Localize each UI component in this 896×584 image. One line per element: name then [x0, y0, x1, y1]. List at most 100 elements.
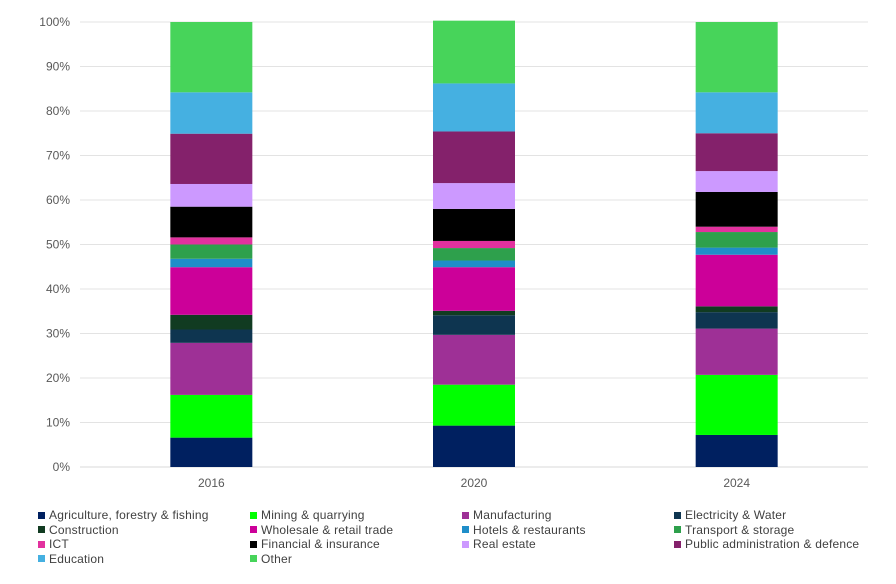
bar-segment	[170, 437, 253, 467]
legend-item: Transport & storage	[674, 523, 888, 538]
legend-swatch	[250, 555, 257, 563]
bar-segment	[695, 226, 778, 233]
y-tick-label: 60%	[46, 193, 70, 207]
bar-segment	[433, 310, 515, 316]
legend-label: Construction	[49, 522, 119, 537]
legend-label: Agriculture, forestry & fishing	[49, 508, 209, 522]
y-tick-label: 10%	[46, 416, 70, 430]
bar-segment	[433, 240, 515, 249]
bar-segment	[695, 92, 778, 134]
bar-segment	[433, 131, 515, 184]
bar-segment	[433, 315, 515, 335]
legend-label: Manufacturing	[473, 508, 552, 522]
bar-segment	[170, 244, 253, 259]
legend-label: Hotels & restaurants	[473, 522, 586, 537]
y-tick-label: 50%	[46, 238, 70, 252]
bar-segment	[695, 434, 778, 467]
legend-item: Real estate	[462, 537, 674, 552]
legend-swatch	[38, 511, 45, 519]
legend-item: Education	[38, 552, 250, 567]
x-axis-ticks: 2016 2020 2024	[198, 476, 750, 490]
legend-swatch	[38, 540, 45, 548]
bar-segment	[433, 384, 515, 426]
bar-segment	[433, 425, 515, 467]
bar-segment	[695, 191, 778, 227]
bar-segment	[170, 183, 253, 207]
legend-swatch	[250, 511, 257, 519]
legend-swatch	[250, 526, 257, 534]
legend-swatch	[462, 526, 469, 534]
y-tick-label: 70%	[46, 149, 70, 163]
legend-swatch	[250, 540, 257, 548]
y-tick-label: 0%	[53, 460, 71, 474]
y-tick-label: 90%	[46, 60, 70, 74]
bar-segment	[433, 260, 515, 268]
y-axis-ticks: 0% 10% 20% 30% 40% 50% 60% 70% 80% 90% 100%	[39, 15, 70, 474]
bar-segment	[695, 254, 778, 307]
legend-label: Real estate	[473, 537, 536, 551]
y-tick-label: 100%	[39, 15, 70, 29]
legend-swatch	[674, 526, 681, 534]
legend-swatch	[38, 526, 45, 534]
legend-swatch	[38, 555, 45, 563]
legend-item: Manufacturing	[462, 508, 674, 523]
y-tick-label: 20%	[46, 371, 70, 385]
bar-segment	[695, 22, 778, 93]
legend: Agriculture, forestry & fishing Mining & …	[38, 508, 888, 566]
bar-segment	[170, 206, 253, 238]
bar-segment	[433, 83, 515, 132]
bar-segment	[695, 133, 778, 172]
bar-segment	[170, 258, 253, 268]
bar-segment	[170, 342, 253, 395]
x-tick-label: 2024	[723, 476, 750, 490]
bars	[170, 20, 778, 467]
legend-item: Construction	[38, 523, 250, 538]
legend-swatch	[674, 540, 681, 548]
bar-segment	[170, 267, 253, 315]
bar-segment	[433, 20, 515, 84]
bar-segment	[433, 208, 515, 241]
y-tick-label: 30%	[46, 327, 70, 341]
legend-item: Other	[250, 552, 462, 567]
bar-segment	[695, 171, 778, 192]
legend-label: Other	[261, 551, 293, 566]
legend-item: ICT	[38, 537, 250, 552]
legend-item: Hotels & restaurants	[462, 523, 674, 538]
bar-segment	[433, 334, 515, 385]
bar-segment	[433, 267, 515, 311]
y-tick-label: 80%	[46, 104, 70, 118]
bar-segment	[695, 328, 778, 375]
bar-segment	[695, 232, 778, 248]
y-tick-label: 40%	[46, 282, 70, 296]
legend-swatch	[462, 511, 469, 519]
legend-swatch	[462, 540, 469, 548]
legend-label: Mining & quarrying	[261, 508, 365, 522]
legend-label: Public administration & defence	[685, 537, 860, 551]
bar-segment	[170, 237, 253, 245]
bar-segment	[695, 247, 778, 255]
stacked-bar-chart: 0%10%20%30%40%50%60%70%80%90%100% 2016 20…	[39, 15, 868, 490]
bar-segment	[170, 22, 253, 93]
legend-item: Wholesale & retail trade	[250, 523, 462, 538]
legend-label: Education	[49, 551, 105, 566]
bar-segment	[170, 329, 253, 343]
bar-segment	[170, 394, 253, 438]
bar-segment	[695, 312, 778, 329]
legend-label: ICT	[49, 537, 69, 551]
legend-item: Financial & insurance	[250, 537, 462, 552]
legend-item: Agriculture, forestry & fishing	[38, 508, 250, 523]
bar-segment	[433, 183, 515, 209]
legend-label: Financial & insurance	[261, 537, 380, 551]
bar-segment	[695, 374, 778, 435]
bar-segment	[170, 314, 253, 330]
bar-segment	[170, 133, 253, 184]
x-tick-label: 2020	[461, 476, 488, 490]
bar-segment	[433, 248, 515, 261]
legend-label: Electricity & Water	[685, 508, 787, 522]
bar-segment	[170, 92, 253, 134]
legend-item: Electricity & Water	[674, 508, 888, 523]
legend-item: Public administration & defence	[674, 537, 888, 552]
legend-item: Mining & quarrying	[250, 508, 462, 523]
legend-label: Wholesale & retail trade	[261, 522, 394, 537]
bar-segment	[695, 306, 778, 313]
